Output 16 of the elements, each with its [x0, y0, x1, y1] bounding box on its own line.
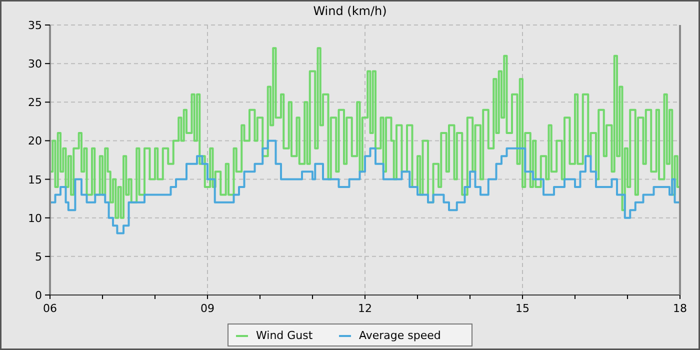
chart-title: Wind (km/h) [313, 4, 387, 18]
y-tick-label: 35 [28, 19, 42, 32]
legend-label: Wind Gust [256, 329, 314, 342]
x-tick-label: 18 [673, 302, 687, 315]
y-tick-label: 5 [35, 250, 42, 264]
y-tick-label: 20 [28, 134, 42, 148]
x-tick-label: 15 [516, 302, 530, 315]
x-tick-label: 09 [200, 302, 214, 315]
x-tick-label: 12 [358, 302, 372, 315]
x-tick-label: 06 [43, 302, 57, 315]
y-tick-label: 30 [28, 58, 42, 71]
y-tick-label: 25 [28, 96, 42, 110]
y-tick-label: 15 [28, 173, 42, 186]
y-tick-label: 10 [28, 212, 42, 225]
legend-label: Average speed [359, 329, 441, 342]
y-tick-label: 0 [35, 289, 42, 302]
